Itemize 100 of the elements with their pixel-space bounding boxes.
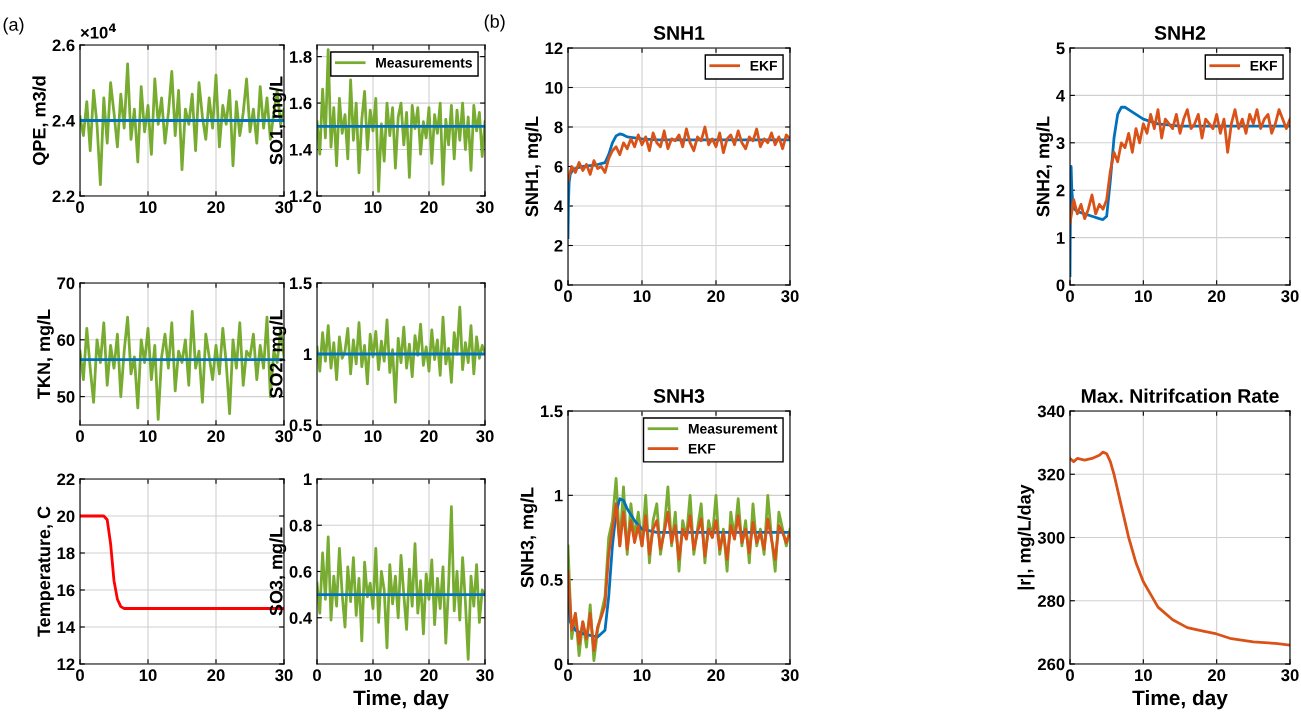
y-tick-label: 260 (1037, 658, 1065, 671)
y-tick-label: 280 (1037, 595, 1065, 607)
x-axis-title: Time, day (353, 689, 449, 710)
y-tick-label: 2.4 (52, 114, 76, 127)
y-tick-label: 50 (57, 391, 75, 403)
y-tick-label: 0 (1056, 279, 1065, 292)
y-axis-title: TKN, mg/L (36, 309, 54, 399)
x-tick-label: 20 (707, 669, 725, 682)
y-tick-label: 0.5 (289, 419, 312, 432)
y-tick-label: 3 (1056, 137, 1065, 150)
x-tick-label: 0 (1066, 669, 1074, 682)
y-tick-label: 1.4 (290, 144, 313, 156)
line-series (317, 48, 485, 193)
line-series (1070, 108, 1290, 225)
line-series (1070, 450, 1290, 647)
y-tick-label: 2.2 (52, 190, 75, 203)
y-tick-label: 1 (303, 348, 312, 361)
y-tick-label: 70 (57, 277, 75, 290)
y-tick-label: 2.6 (52, 39, 75, 52)
x-tick-label: 30 (275, 430, 293, 443)
y-tick-label: 0 (554, 658, 563, 671)
x-tick-label: 0 (313, 430, 321, 443)
text: (b) (484, 14, 505, 32)
x-tick-label: 20 (1207, 669, 1226, 682)
y-tick-label: 20 (57, 510, 75, 523)
y-tick-label: 60 (57, 334, 75, 346)
y-tick-label: 22 (57, 473, 75, 486)
x-tick-label: 0 (313, 669, 321, 682)
x-tick-label: 20 (420, 201, 438, 214)
y-tick-label: 10 (545, 81, 563, 94)
line-series (317, 305, 485, 404)
line-series (80, 62, 284, 187)
y-tick-label: 1 (554, 489, 563, 502)
y-tick-label: 4 (554, 200, 564, 213)
x-tick-label: 20 (207, 669, 225, 682)
x-tick-label: 10 (633, 290, 651, 303)
x-tick-label: 10 (633, 669, 651, 682)
x-tick-label: 10 (139, 430, 157, 443)
line-series (568, 125, 790, 182)
chart-title: SNH3 (653, 389, 705, 403)
y-tick-label: 0.4 (289, 612, 313, 624)
y-tick-label: 1.8 (290, 51, 312, 63)
y-axis-title: SNH1, mg/L (524, 116, 542, 217)
x-tick-label: 30 (275, 669, 293, 682)
y-tick-label: 320 (1037, 468, 1065, 481)
x-tick-label: 0 (76, 201, 84, 214)
y-axis-title: |r|, mg/L/day (1017, 484, 1035, 590)
x-tick-label: 20 (207, 201, 225, 214)
chart-title: Max. Nitrifcation Rate (1081, 388, 1279, 403)
y-tick-label: 14 (57, 621, 76, 634)
y-tick-label: 1 (303, 473, 312, 486)
y-tick-label: 5 (1056, 42, 1065, 55)
legend-label: Measurement (688, 424, 778, 434)
x-tick-label: 0 (564, 290, 572, 303)
x-tick-label: 30 (1281, 290, 1299, 303)
legend-label: EKF (688, 443, 716, 454)
x-tick-label: 0 (76, 669, 84, 682)
y-tick-label: 2 (554, 239, 563, 252)
x-tick-label: 10 (364, 430, 382, 443)
x-tick-label: 0 (564, 669, 572, 682)
y-axis-title: SNH3, mg/L (520, 487, 538, 588)
x-axis-title: Time, day (1132, 689, 1228, 710)
x-tick-label: 20 (1207, 290, 1226, 303)
y-axis-title: SO1, mg/L (269, 76, 287, 165)
y-tick-label: 1.5 (290, 277, 312, 290)
y-axis-title: QPE, m3/d (32, 76, 49, 165)
y-tick-label: 0 (554, 279, 563, 292)
x-tick-label: 30 (476, 430, 494, 443)
y-tick-label: 1.6 (290, 97, 312, 110)
y-axis-title: SO3, mg/L (269, 527, 287, 616)
y-tick-label: 12 (545, 42, 563, 55)
x-tick-label: 10 (364, 201, 382, 214)
y-tick-label: 300 (1037, 531, 1065, 544)
y-tick-label: 6 (554, 160, 563, 173)
line-series (80, 310, 284, 421)
x-tick-label: 20 (207, 430, 225, 443)
chart-title: SNH2 (1154, 26, 1206, 40)
y-tick-label: 0.6 (289, 565, 312, 578)
x-tick-label: 0 (313, 201, 321, 214)
chart-title: SNH1 (653, 26, 705, 40)
x-tick-label: 10 (1135, 669, 1152, 682)
y-tick-label: 0.8 (289, 519, 312, 532)
x-tick-label: 10 (139, 669, 157, 682)
x-tick-label: 30 (781, 669, 799, 682)
x-tick-label: 30 (476, 201, 494, 214)
x-tick-label: 0 (1066, 290, 1074, 303)
x-tick-label: 10 (139, 201, 157, 214)
x-tick-label: 30 (781, 290, 799, 303)
x-tick-label: 10 (1135, 290, 1152, 303)
y-tick-label: 18 (57, 547, 75, 560)
y-tick-label: 4 (1056, 89, 1066, 102)
legend-label: EKF (1250, 61, 1277, 71)
text: (a) (3, 17, 24, 35)
y-tick-label: 1.2 (290, 190, 312, 203)
y-tick-label: 340 (1037, 405, 1065, 418)
x-tick-label: 10 (364, 669, 382, 682)
y-tick-label: 1 (1056, 232, 1065, 244)
x-tick-label: 20 (420, 430, 438, 443)
x-tick-label: 20 (420, 669, 438, 682)
y-axis-title: SO2, mg/L (269, 309, 287, 399)
